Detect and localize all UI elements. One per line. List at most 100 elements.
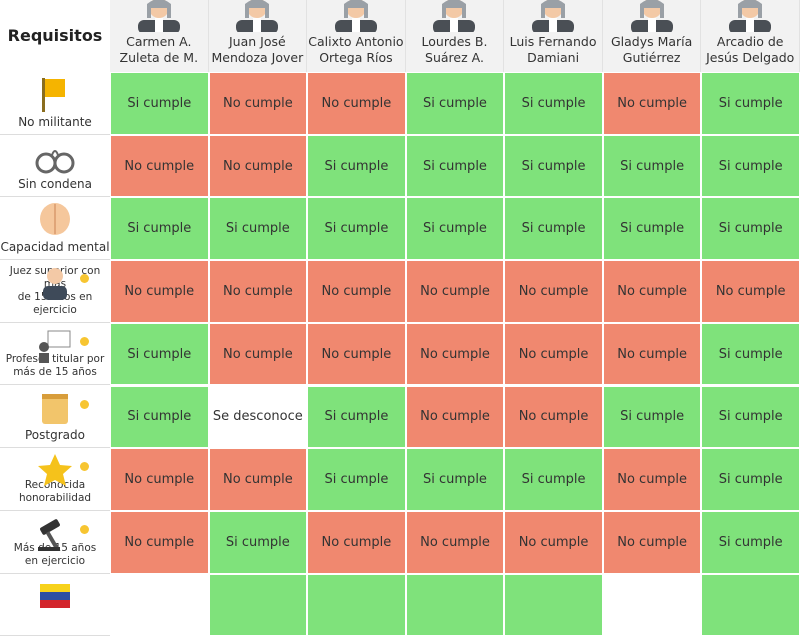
status-cell: No cumple [307, 510, 406, 574]
status-cell: Si cumple [701, 197, 800, 261]
status-cell: No cumple [405, 322, 505, 386]
candidate-header: Carmen A. Zuleta de M. [110, 0, 209, 72]
table-title: Requisitos [7, 26, 103, 45]
status-cell: Si cumple [504, 197, 603, 261]
candidate-header: Luis Fernando Damiani [504, 0, 603, 72]
status-cell: No cumple [602, 260, 702, 323]
status-cell [110, 573, 209, 636]
label-line: No militante [18, 114, 92, 129]
status-cell [602, 573, 702, 636]
candidate-name: Lourdes B. [421, 34, 488, 49]
status-cell: Si cumple [701, 134, 800, 198]
label-line: Reconocida [24, 478, 86, 491]
candidate-name: Zuleta de M. [119, 50, 199, 65]
avatar [334, 0, 377, 34]
status-cell: Si cumple [602, 197, 702, 261]
status-cell: No cumple [504, 322, 603, 386]
candidate-name: Luis Fernando [509, 34, 597, 49]
candidate-name: Arcadio de [716, 34, 784, 49]
avatar [729, 0, 772, 34]
candidate-name: Juan José [228, 34, 286, 49]
status-cell [504, 573, 603, 636]
candidate-name: Gutiérrez [622, 50, 681, 65]
requirement-icon [34, 264, 76, 306]
status-cell: No cumple [701, 260, 800, 323]
status-cell: Si cumple [701, 72, 800, 135]
status-cell: Si cumple [504, 72, 603, 135]
requirement-icon [34, 139, 76, 180]
bullet-dot [80, 274, 89, 284]
status-cell: Si cumple [110, 322, 209, 386]
status-cell: No cumple [405, 510, 505, 574]
status-cell: Si cumple [110, 72, 209, 135]
candidate-header: Gladys María Gutiérrez [602, 0, 702, 72]
candidate-name: Calixto Antonio [308, 34, 404, 49]
requirement-icon [34, 201, 76, 242]
status-cell [405, 573, 505, 636]
requirement-label: No militante [0, 72, 110, 135]
icon [38, 519, 60, 551]
status-cell: No cumple [602, 322, 702, 386]
status-cell: No cumple [208, 322, 308, 386]
requirement-icon [34, 578, 76, 619]
requirement-label: Sin condena [0, 135, 110, 198]
status-cell: No cumple [110, 510, 209, 574]
status-cell: Si cumple [208, 510, 308, 574]
status-cell: No cumple [602, 72, 702, 135]
status-cell: Si cumple [701, 385, 800, 449]
status-cell: Si cumple [405, 134, 505, 198]
requirement-label [0, 574, 110, 636]
label-line: Sin condena [18, 177, 92, 192]
status-cell: No cumple [504, 260, 603, 323]
status-cell: Si cumple [405, 448, 505, 511]
status-cell: Si cumple [208, 197, 308, 261]
avatar [236, 0, 279, 34]
requirement-icon [34, 327, 76, 369]
status-cell: No cumple [110, 260, 209, 323]
status-cell: Si cumple [307, 134, 406, 198]
icon [42, 393, 68, 424]
status-cell: No cumple [208, 448, 308, 511]
status-cell: Si cumple [405, 72, 505, 135]
candidate-name: Gladys María [610, 34, 693, 49]
status-cell: Si cumple [602, 134, 702, 198]
status-cell [307, 573, 406, 636]
candidate-name: Jesús Delgado [706, 50, 795, 65]
status-cell: No cumple [208, 260, 308, 323]
status-cell: Si cumple [110, 197, 209, 261]
status-cell: No cumple [208, 72, 308, 135]
avatar-wrap [234, 0, 280, 36]
avatar [532, 0, 575, 34]
bullet-dot [80, 524, 89, 534]
requirement-label: Capacidad mental [0, 197, 110, 261]
avatar-wrap [431, 0, 477, 36]
candidate-name: Suárez A. [425, 50, 484, 65]
status-cell: Si cumple [504, 448, 603, 511]
status-cell: Si cumple [405, 197, 505, 261]
status-cell: No cumple [307, 260, 406, 323]
candidate-name: Damiani [527, 50, 580, 65]
icon [42, 78, 65, 112]
icon [35, 149, 75, 174]
label-line: Capacidad mental [0, 240, 110, 255]
status-cell: Si cumple [110, 385, 209, 449]
avatar-wrap [629, 0, 675, 36]
label-line: más de 15 años [13, 366, 97, 379]
avatar-wrap [530, 0, 576, 36]
status-cell: Si cumple [701, 448, 800, 511]
avatar [137, 0, 180, 34]
status-cell: Si cumple [307, 448, 406, 511]
avatar-wrap [136, 0, 182, 36]
icon [43, 268, 67, 301]
candidate-header: Arcadio de Jesús Delgado [701, 0, 800, 72]
avatar-wrap [333, 0, 379, 36]
status-cell: No cumple [602, 448, 702, 511]
status-cell: No cumple [405, 260, 505, 323]
requirement-label: Profesor titular por más de 15 años [0, 323, 110, 386]
candidate-header: Juan José Mendoza Jover [208, 0, 308, 72]
status-cell: No cumple [504, 385, 603, 449]
icon [40, 203, 70, 236]
status-cell [701, 573, 800, 636]
